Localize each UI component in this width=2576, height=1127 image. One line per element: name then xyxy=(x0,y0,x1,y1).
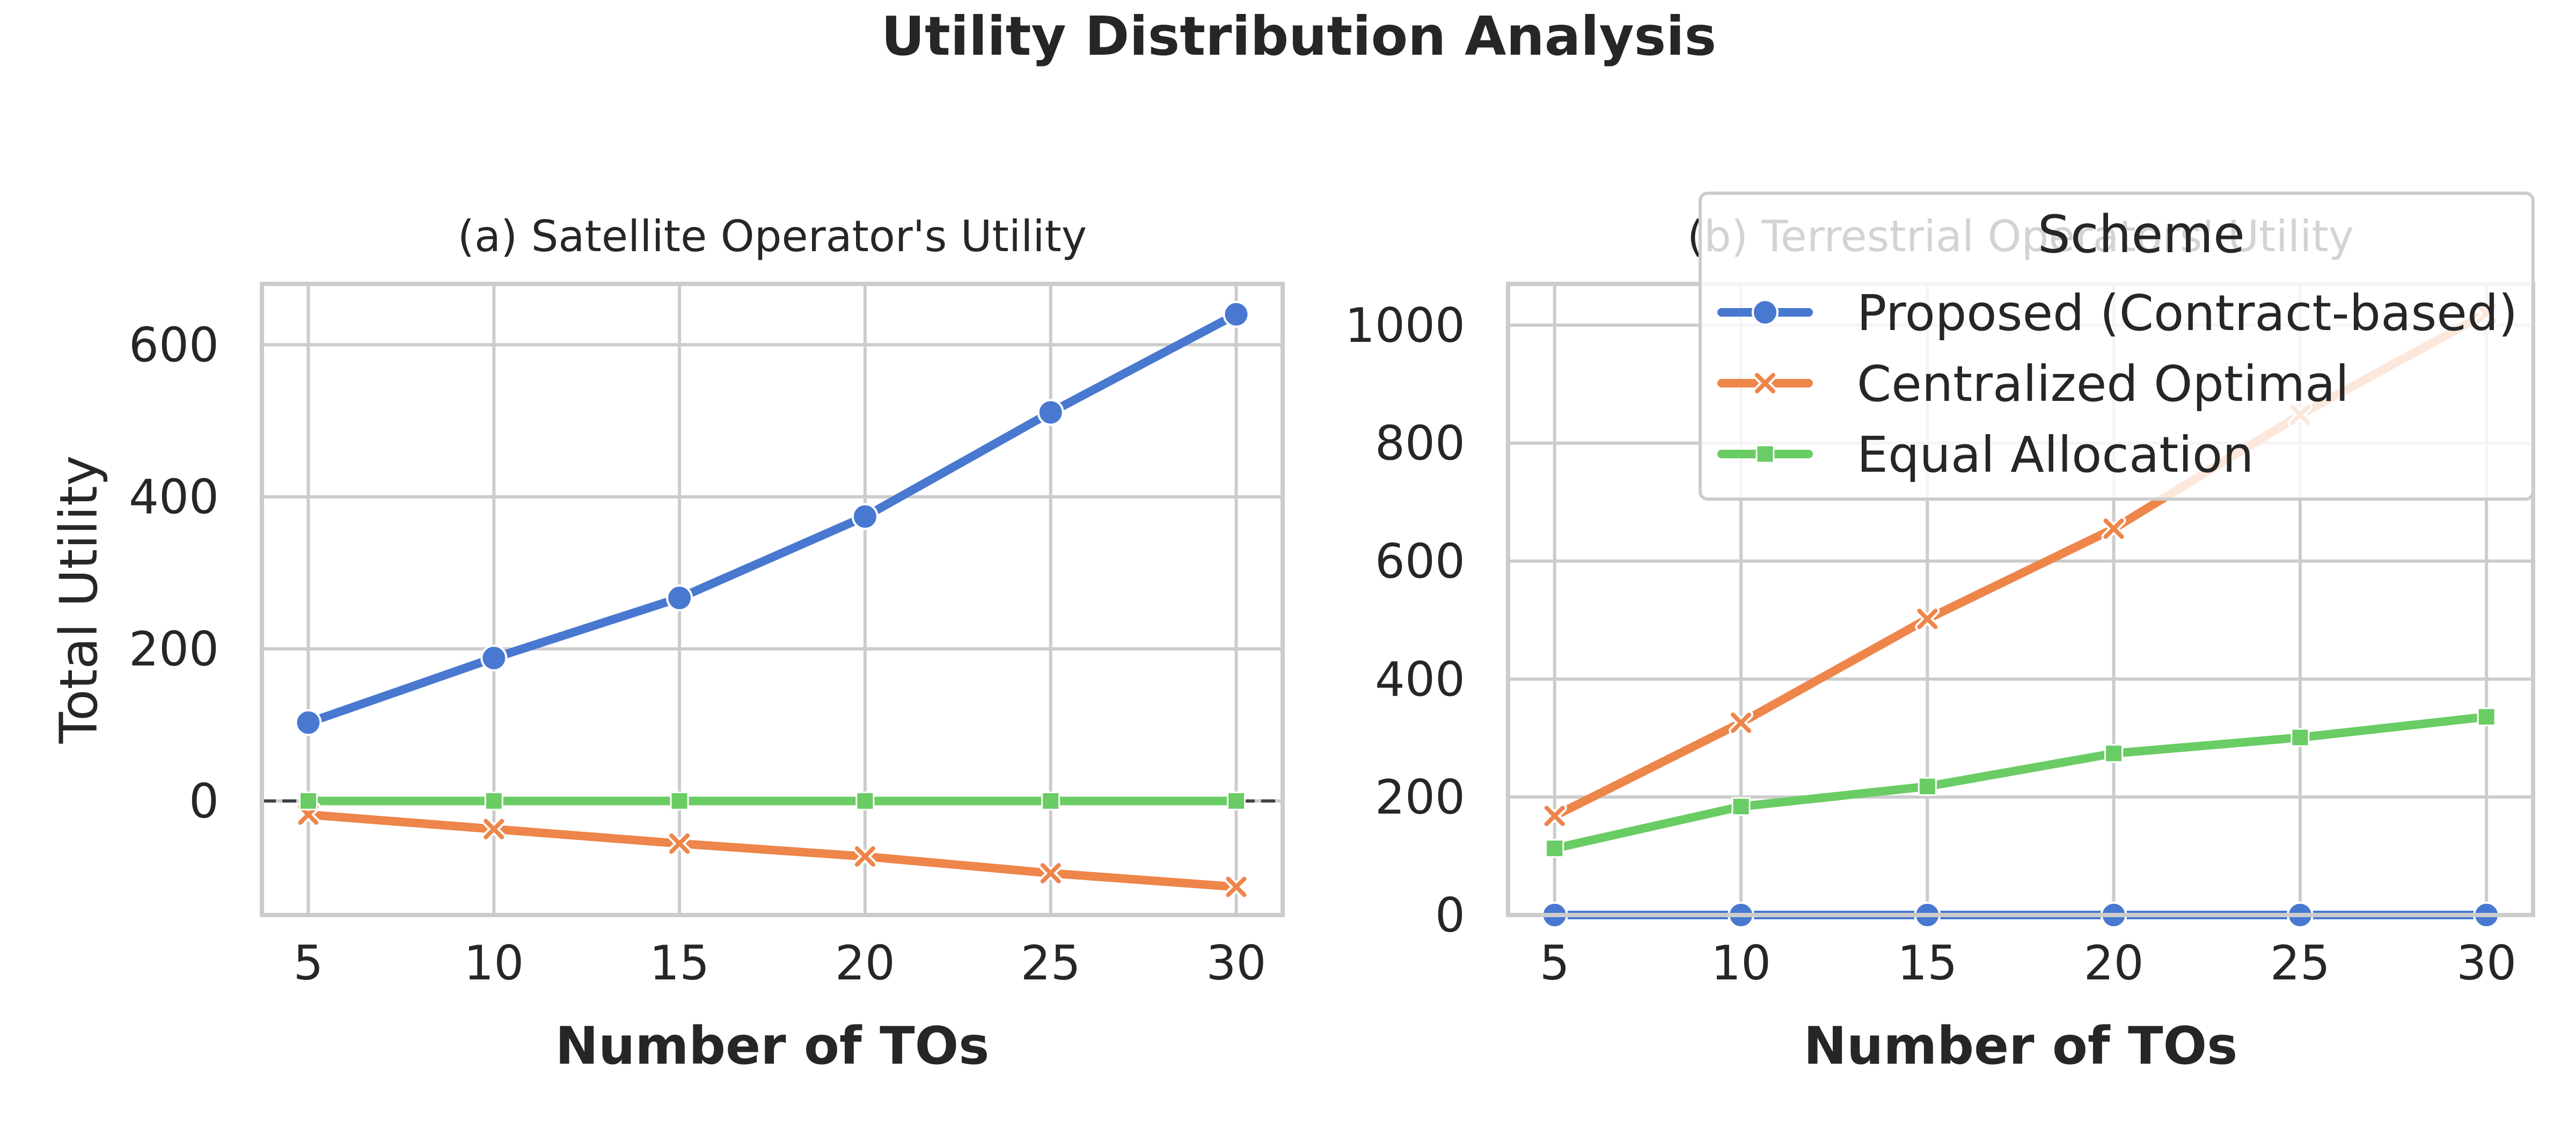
x-tick-label-b: 30 xyxy=(2456,935,2516,991)
x-tick-label-b: 10 xyxy=(1711,935,1771,991)
data-point-centralized-optimal-b xyxy=(1915,606,1940,632)
data-point-centralized-optimal-b xyxy=(2101,516,2126,541)
x-tick-label-b: 15 xyxy=(1897,935,1957,991)
data-point-centralized-optimal-a xyxy=(852,844,877,869)
legend-marker-equal-allocation xyxy=(1755,444,1775,464)
data-point-proposed-a xyxy=(851,503,879,530)
legend-label-centralized-optimal: Centralized Optimal xyxy=(1857,355,2349,413)
plot-area-a xyxy=(262,284,1283,915)
x-tick-label-a: 5 xyxy=(293,935,323,991)
legend-label-equal-allocation: Equal Allocation xyxy=(1857,426,2254,484)
data-point-centralized-optimal-b-stroke xyxy=(1917,609,1938,630)
legend: Scheme Proposed (Contract-based) Centraliz… xyxy=(1699,192,2535,501)
data-point-equal-allocation-b xyxy=(2290,728,2310,747)
subplot-title-a: (a) Satellite Operator's Utility xyxy=(458,211,1087,261)
x-tick-label-a: 10 xyxy=(464,935,524,991)
x-tick-label-b: 25 xyxy=(2270,935,2330,991)
data-point-equal-allocation-b xyxy=(2477,707,2496,727)
y-tick-label-b: 600 xyxy=(1375,534,1465,589)
legend-label-proposed: Proposed (Contract-based) xyxy=(1857,284,2518,342)
data-point-centralized-optimal-a-stroke xyxy=(669,833,690,854)
data-point-equal-allocation-a xyxy=(298,791,318,810)
data-point-equal-allocation-b xyxy=(1918,777,1937,796)
data-point-centralized-optimal-a xyxy=(1224,874,1249,899)
y-tick-label-a: 600 xyxy=(129,317,219,372)
data-point-proposed-a xyxy=(1223,301,1250,328)
data-point-centralized-optimal-a-stroke xyxy=(854,846,875,867)
y-tick-label-b: 1000 xyxy=(1345,298,1465,353)
x-tick-label-a: 30 xyxy=(1206,935,1267,991)
data-point-centralized-optimal-a xyxy=(667,831,692,856)
data-point-proposed-a xyxy=(295,709,322,736)
legend-box xyxy=(1699,192,2535,501)
y-tick-label-b: 800 xyxy=(1375,416,1465,471)
y-tick-label-b: 0 xyxy=(1435,888,1465,943)
data-point-centralized-optimal-a-stroke xyxy=(484,818,504,839)
x-axis-label-a: Number of TOs xyxy=(555,1016,990,1076)
data-point-equal-allocation-a xyxy=(855,791,875,810)
data-point-equal-allocation-a xyxy=(1041,791,1060,810)
x-axis-label-b: Number of TOs xyxy=(1804,1016,2238,1076)
series-line-centralized-optimal-a xyxy=(304,810,1241,891)
y-axis-label-a: Total Utility xyxy=(49,455,109,744)
data-point-equal-allocation-a xyxy=(670,791,689,810)
data-point-centralized-optimal-a xyxy=(481,816,507,841)
data-point-equal-allocation-a xyxy=(1227,791,1246,810)
data-point-centralized-optimal-b-stroke xyxy=(1731,712,1752,733)
y-tick-label-a: 400 xyxy=(129,470,219,525)
data-point-equal-allocation-b xyxy=(1731,797,1751,816)
data-point-centralized-optimal-b xyxy=(1729,710,1754,735)
legend-marker-centralized-optimal-stroke xyxy=(1755,373,1775,393)
data-point-equal-allocation-a xyxy=(484,791,503,810)
x-tick-label-a: 25 xyxy=(1021,935,1081,991)
x-tick-label-a: 20 xyxy=(835,935,895,991)
y-tick-label-b: 400 xyxy=(1375,652,1465,707)
panel-satellite-operator-utility: 5 10 15 20 25 30 0 200 400 600 (a) Satellite Opera… xyxy=(49,211,1285,1076)
x-tick-label-a: 15 xyxy=(649,935,709,991)
data-point-centralized-optimal-a xyxy=(1038,861,1063,886)
data-point-centralized-optimal-a-stroke xyxy=(1226,876,1247,897)
data-point-equal-allocation-b xyxy=(2104,744,2124,763)
series-line-proposed-a xyxy=(304,310,1241,727)
data-point-centralized-optimal-a-stroke xyxy=(1040,863,1061,884)
legend-marker-centralized-optimal xyxy=(1753,371,1777,396)
data-point-centralized-optimal-b xyxy=(1542,803,1567,829)
data-point-centralized-optimal-b-stroke xyxy=(1544,806,1565,826)
legend-title: Scheme xyxy=(2038,204,2245,265)
data-point-proposed-a xyxy=(480,645,508,672)
y-tick-label-a: 200 xyxy=(129,621,219,677)
data-point-proposed-a xyxy=(666,584,693,612)
data-point-equal-allocation-b xyxy=(1545,839,1564,858)
data-point-proposed-a xyxy=(1037,399,1064,426)
legend-marker-proposed xyxy=(1752,299,1779,326)
y-tick-label-a: 0 xyxy=(189,773,219,829)
x-tick-label-b: 20 xyxy=(2084,935,2144,991)
data-point-centralized-optimal-b-stroke xyxy=(2103,518,2124,539)
series-line-equal-allocation-b xyxy=(1550,712,2491,853)
axes-frame-a xyxy=(260,282,1285,917)
y-tick-label-b: 200 xyxy=(1375,770,1465,825)
figure-title: Utility Distribution Analysis xyxy=(881,5,1716,68)
x-tick-label-b: 5 xyxy=(1540,935,1570,991)
